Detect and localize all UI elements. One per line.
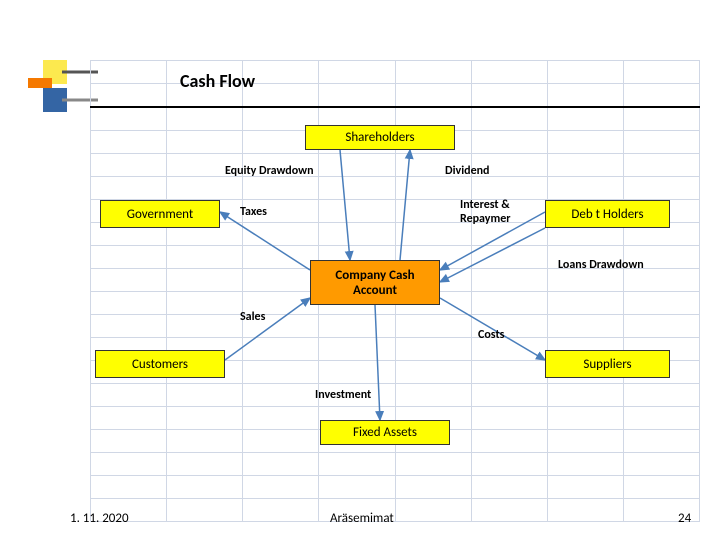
box-company: Company Cash Account xyxy=(310,260,440,305)
footer-date: 1. 11. 2020 xyxy=(70,511,129,526)
box-fixedassets: Fixed Assets xyxy=(320,420,450,445)
box-shareholders: Shareholders xyxy=(305,125,455,150)
label-costs: Costs xyxy=(478,328,504,342)
label-invest: Investment xyxy=(315,388,371,402)
footer-page: 24 xyxy=(678,511,691,526)
box-customers: Customers xyxy=(95,350,225,378)
label-taxes: Taxes xyxy=(240,205,267,219)
label-sales: Sales xyxy=(240,310,265,324)
bullet-icon xyxy=(28,60,98,120)
label-dividend: Dividend xyxy=(445,164,490,178)
box-debtholders: Deb t Holders xyxy=(545,200,670,228)
box-suppliers: Suppliers xyxy=(545,350,670,378)
box-government: Government xyxy=(100,200,220,228)
footer-center: Aräsemimat xyxy=(330,511,394,526)
label-loans: Loans Drawdown xyxy=(558,258,644,272)
rect-orange xyxy=(28,78,52,88)
label-interest: Interest & Repaymer xyxy=(460,198,550,226)
chart-title: Cash Flow xyxy=(180,70,255,92)
label-equity: Equity Drawdown xyxy=(225,164,314,178)
